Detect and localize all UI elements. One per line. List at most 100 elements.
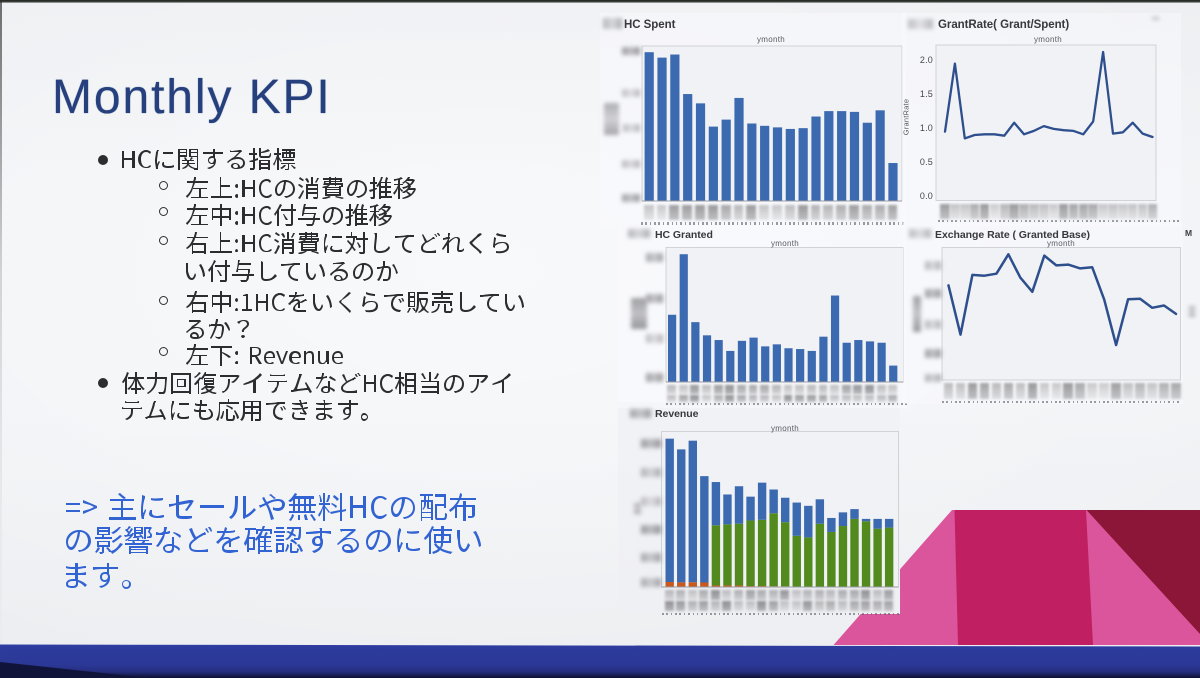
grant-xtick-censored-0-9 [1029,203,1039,219]
revenue-bar-16-green [850,518,859,587]
grant-ymonth-label: ymonth [1033,35,1063,44]
subbullet-4-line-2-glyphs [186,319,249,339]
exchange-xtick-censored-0-0 [943,382,954,399]
revenue-bar-19-blue [884,518,894,528]
bullet-1-line-1-glyphs [122,148,296,170]
revenue-bar-3-blue [700,476,709,583]
granted-ytick-censored-1 [646,294,663,303]
granted-bar-6 [737,340,747,382]
granted-xtick-censored-1-2 [690,394,700,402]
revenue-xtick-censored-1-13 [814,601,824,611]
granted-xtick-censored-0-8 [760,385,770,394]
revenue-xtick-censored-0-19 [884,590,894,600]
granted-xtick-censored-1-6 [737,394,746,402]
grant-xtick-censored-0-5 [989,203,1000,219]
granted-xtick-censored-0-18 [876,385,886,394]
revenue-xtick-censored-0-5 [722,590,732,600]
revenue-xtick-censored-1-17 [861,601,871,611]
revenue-xtick-censored-0-3 [699,590,709,600]
exchange-corner-label: M [1185,228,1193,238]
revenue-xtick-censored-1-0 [664,601,674,611]
grant-xtick-censored-0-0 [940,203,950,219]
revenue-yaxis-title-censored [633,503,641,514]
grant-xtick-censored-0-13 [1068,203,1079,219]
revenue-xtick-censored-1-11 [791,601,801,611]
exchange-xtick-censored-0-13 [1099,382,1109,399]
revenue-title-censored-label [630,409,651,418]
granted-xtick-censored-1-3 [702,394,711,402]
revenue-bar-19-green [884,527,894,587]
granted-xtick-censored-0-5 [725,385,735,394]
spent-bar-17 [862,122,872,201]
revenue-bar-4-green [711,525,721,586]
spent-xtick-censored-0-14 [823,204,834,220]
granted-title-censored-label [628,229,650,238]
revenue-bar-15-green [838,526,848,587]
granted-xtick-censored-1-11 [795,394,805,402]
revenue-bar-17-green [861,521,871,587]
revenue-bar-11-green [792,535,801,587]
spent-xtick-censored-0-9 [759,204,770,220]
revenue-bar-5-blue [723,494,732,525]
grant-xtick-censored-0-18 [1118,203,1128,219]
spent-bar-0 [644,52,654,202]
spent-xtick-censored-0-2 [669,204,680,220]
spent-xtick-censored-0-0 [643,204,654,220]
granted-bar-5 [726,350,735,382]
grant-ytick-0: 2.0 [919,54,933,65]
revenue-xtick-censored-0-8 [757,590,767,600]
revenue-ytick-censored-4 [641,552,661,562]
exchange-xtick-censored-0-3 [979,382,990,399]
revenue-xtick-censored-1-12 [803,601,813,611]
spent-bar-14 [824,111,834,201]
exchange-xtick-censored-0-17 [1147,382,1157,399]
revenue-xtick-censored-0-17 [861,590,871,600]
spent-ytick-censored-0 [622,47,640,55]
exchange-xtick-censored-0-18 [1159,382,1169,399]
revenue-bar-14-green [827,531,836,587]
granted-bar-16 [854,340,863,382]
grant-xtick-censored-0-8 [1019,203,1029,219]
exchange-ytick-censored-2 [925,320,941,329]
grant-xtick-censored-0-20 [1137,203,1148,219]
grant-chart-title: GrantRate( Grant/Spent) [938,19,1070,31]
granted-xtick-censored-0-6 [737,385,746,394]
revenue-bar-14-blue [827,517,836,532]
grant-ytick-4: 0.0 [919,190,933,201]
revenue-chart-title: Revenue [655,407,699,420]
granted-xtick-censored-0-2 [690,385,700,394]
note-line-2-glyphs [66,526,481,554]
granted-xtick-censored-0-1 [678,385,688,394]
exchange-plot-area [941,247,1181,381]
spent-bar-9 [760,125,770,201]
revenue-bar-13-green [815,523,825,587]
granted-xtick-censored-0-17 [865,385,874,394]
revenue-xtick-censored-0-9 [768,590,778,600]
revenue-ymonth-label: ymonth [770,423,800,433]
exchange-ytick-censored-0 [925,261,941,270]
granted-xtick-censored-1-9 [771,394,781,402]
granted-yaxis-title-censored [631,298,647,329]
spent-xtick-censored-0-19 [887,204,898,220]
revenue-xtick-censored-1-19 [884,601,894,611]
granted-xtick-censored-1-5 [725,394,735,402]
spent-bar-16 [849,111,860,201]
revenue-bar-7-green [746,520,755,587]
note-line-3-text: ます。 [66,560,153,604]
spent-title-censored-label [603,18,622,29]
spent-bar-8 [747,123,757,201]
revenue-xtick-censored-0-12 [803,590,813,600]
revenue-bar-12-green [804,537,813,587]
revenue-xtick-censored-1-10 [780,601,790,611]
granted-xtick-censored-0-11 [795,385,805,394]
subbullet-5-marker [159,347,168,356]
revenue-bar-0-blue [665,438,674,583]
exchange-xtick-censored-0-6 [1015,382,1026,399]
subbullet-3-marker [159,236,168,245]
granted-xtick-censored-1-0 [667,394,676,402]
spent-chart-title: HC Spent [624,19,676,31]
spent-bar-5 [708,126,718,201]
granted-xtick-censored-0-14 [830,385,839,394]
exchange-xtick-censored-0-19 [1171,382,1181,399]
